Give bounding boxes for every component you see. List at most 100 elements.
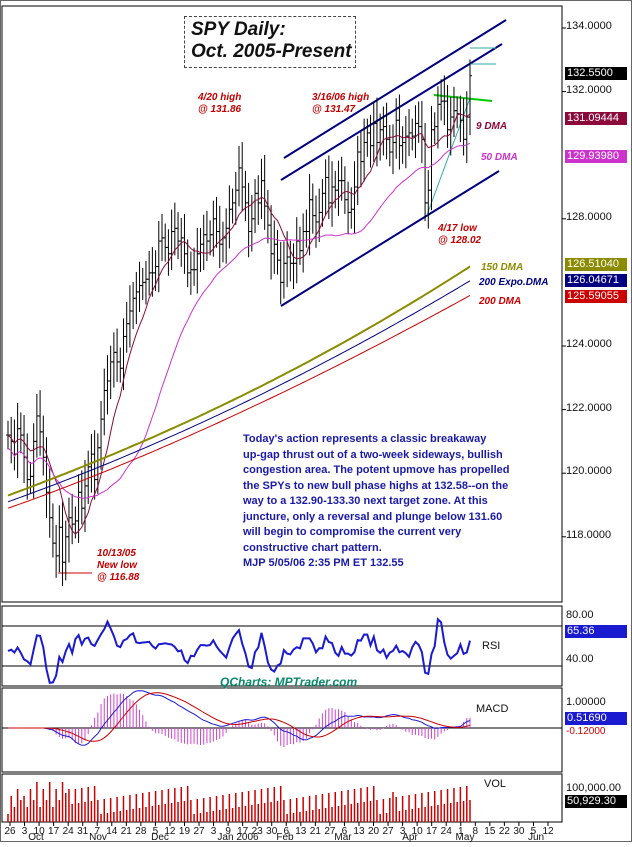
x-tick-label: 6 (342, 826, 348, 837)
rsi-label: RSI (482, 640, 501, 652)
annotation-420-high-line2: @ 131.86 (198, 104, 242, 115)
x-tick-label: 24 (63, 826, 75, 837)
rsi-tick-40: 40.00 (566, 653, 594, 665)
vol-tick: 100,000.00 (566, 782, 622, 794)
x-tick-label: 8 (473, 826, 479, 837)
macd-label: MACD (476, 703, 509, 715)
channel-lower-line (280, 170, 500, 307)
macd-tick-neg: -0.12000 (566, 726, 606, 737)
x-month-label: Nov (89, 832, 107, 842)
commentary-line: Today's action represents a classic brea… (243, 433, 487, 445)
x-tick-label: 17 (48, 826, 60, 837)
macd-line (8, 690, 471, 746)
y-tick-label: 122.0000 (566, 402, 612, 414)
x-tick-label: 21 (121, 826, 133, 837)
x-tick-label: 13 (295, 826, 307, 837)
x-tick-label: 17 (237, 826, 249, 837)
x-tick-label: 1 (458, 826, 464, 837)
x-month-label: Dec (151, 832, 169, 842)
label-150dma: 150 DMA (481, 262, 524, 273)
commentary-signature: MJP 5/05/06 2:35 PM ET 132.55 (243, 557, 404, 569)
label-200dma: 200 DMA (479, 296, 522, 307)
rsi-value-box: 65.36 (565, 625, 627, 638)
x-tick-label: 21 (310, 826, 322, 837)
x-month-label: May (456, 832, 475, 842)
x-tick-label: 22 (499, 826, 511, 837)
annotation-1013-low-line1: 10/13/05 (97, 548, 136, 559)
x-tick-label: 19 (179, 826, 191, 837)
commentary-line: up-gap thrust out of a two-week sideways… (243, 448, 503, 461)
vol-label: VOL (484, 778, 507, 790)
x-tick-label: 27 (193, 826, 205, 837)
x-tick-label: 12 (542, 826, 554, 837)
x-month-label: Jun (528, 832, 544, 842)
x-tick-label: 6 (283, 826, 289, 837)
x-month-label: Apr (402, 832, 418, 842)
rsi-line (7, 617, 471, 684)
commentary-line: way to a 132.90-133.30 next target zone.… (243, 495, 488, 507)
commentary-line: the SPYs to new bull phase highs at 132.… (243, 479, 509, 492)
commentary-line: constructive chart pattern. (243, 541, 382, 554)
chart-title-line-2: Oct. 2005-Present (191, 41, 352, 62)
commentary-block: Today's action represents a classic brea… (243, 432, 563, 572)
x-tick-label: 27 (324, 826, 336, 837)
x-tick-label: 23 (252, 826, 264, 837)
x-tick-label: 31 (77, 826, 89, 837)
price-panel-frame (1, 5, 563, 603)
label-9dma: 9 DMA (476, 121, 508, 132)
y-tick-label: 132.0000 (566, 84, 612, 96)
y-tick-label: 128.0000 (566, 211, 612, 223)
x-tick-label: 24 (441, 826, 453, 837)
commentary-line: will begin to compromise the current ver… (243, 526, 462, 538)
annotation-417-low-line2: @ 128.02 (438, 235, 482, 246)
annotation-316-high-line1: 3/16/06 high (312, 92, 370, 103)
x-tick-label: 30 (513, 826, 525, 837)
x-tick-label: 30 (266, 826, 278, 837)
commentary-line: congestion area. The potent upmove has p… (243, 464, 510, 476)
annotation-417-low-line1: 4/17 low (438, 223, 477, 234)
x-tick-label: 3 (400, 826, 406, 837)
price-box-50dma: 129.93980 (565, 150, 627, 163)
y-tick-label: 134.0000 (566, 20, 612, 32)
macd-value-box: 0.51690 (565, 712, 627, 725)
label-200-expo-dma: 200 Expo.DMA (479, 277, 549, 288)
x-month-label: Jan 2006 (217, 832, 259, 842)
price-box-150dma: 126.51040 (565, 258, 627, 271)
annotation-316-high: 3/16/06 high @ 131.47 (312, 92, 369, 116)
annotation-417-low: 4/17 low @ 128.02 (438, 223, 481, 247)
y-tick-label: 120.0000 (566, 465, 612, 477)
x-tick-label: 12 (164, 826, 176, 837)
x-tick-label: 7 (94, 826, 100, 837)
vol-value-box: 50,929.30 (565, 795, 627, 808)
chart-title-line-1: SPY Daily: (191, 19, 286, 40)
macd-tick-1: 1.00000 (566, 696, 606, 708)
x-tick-label: 14 (106, 826, 118, 837)
annotation-420-high-line1: 4/20 high (198, 92, 242, 103)
commentary-line: juncture, only a reversal and plunge bel… (243, 510, 503, 523)
price-box-last: 132.5500 (565, 67, 627, 80)
rsi-panel-frame (1, 605, 563, 687)
x-tick-label: 13 (353, 826, 365, 837)
price-box-200-expo: 126.04671 (565, 274, 627, 287)
y-tick-label: 124.0000 (566, 338, 612, 350)
support-trend-line (426, 97, 471, 216)
vol-panel-frame (1, 773, 563, 823)
price-box-9dma: 131.09444 (565, 112, 627, 125)
y-tick-label: 118.0000 (566, 529, 612, 541)
x-month-label: Oct (28, 832, 44, 842)
annotation-316-high-line2: @ 131.47 (312, 104, 356, 115)
x-tick-label: 17 (426, 826, 438, 837)
annotation-1013-low: 10/13/05 New low @ 116.88 (97, 548, 139, 584)
x-month-label: Feb (276, 832, 294, 842)
macd-panel-frame (1, 687, 563, 773)
x-tick-label: 5 (531, 826, 537, 837)
price-box-200dma: 125.59055 (565, 290, 627, 303)
ma-9dma-line (7, 113, 471, 535)
annotation-1013-low-line3: @ 116.88 (97, 572, 140, 583)
x-tick-label: 5 (153, 826, 159, 837)
channel-mid-line (280, 43, 503, 181)
x-tick-label: 10 (412, 826, 424, 837)
label-50dma: 50 DMA (481, 152, 518, 163)
x-tick-label: 20 (368, 826, 380, 837)
